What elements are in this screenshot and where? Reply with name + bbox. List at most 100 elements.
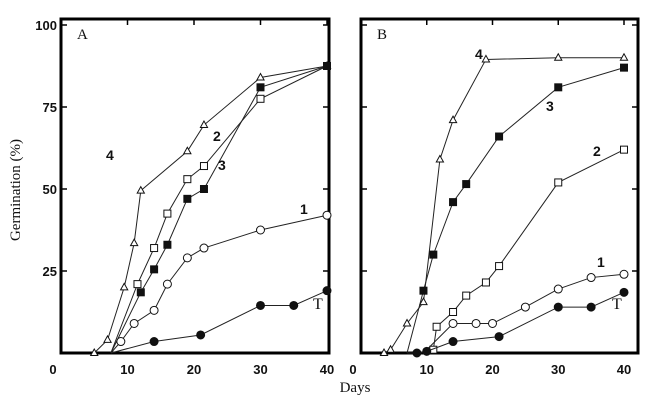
series-4: 4	[379, 46, 629, 356]
triangle-marker	[136, 185, 146, 194]
x-tick-label: 20	[187, 362, 201, 377]
triangle-marker	[386, 344, 396, 353]
circle-marker	[553, 284, 563, 294]
circle-marker	[116, 337, 126, 347]
square-marker	[150, 244, 159, 253]
square-marker	[462, 180, 471, 189]
circle-marker	[619, 287, 629, 297]
square-marker	[419, 286, 428, 295]
y-tick-label: 75	[43, 100, 57, 115]
circle-marker	[129, 318, 139, 328]
series-label: 2	[213, 128, 221, 144]
circle-marker	[412, 348, 422, 358]
square-marker	[554, 83, 563, 92]
circle-marker	[256, 225, 265, 235]
series-2: 2	[110, 62, 331, 354]
square-marker	[199, 185, 208, 193]
circle-marker	[494, 332, 504, 342]
circle-marker	[149, 337, 159, 347]
circle-marker	[196, 330, 206, 340]
square-marker	[163, 209, 172, 218]
circle-marker	[520, 302, 530, 312]
series-label: T	[612, 296, 622, 313]
circle-marker	[619, 269, 629, 279]
circle-marker	[322, 210, 332, 220]
series-label: 3	[218, 157, 226, 173]
series-t: T	[110, 286, 332, 354]
x-tick-label: 10	[420, 362, 434, 377]
circle-marker	[182, 253, 192, 263]
triangle-marker	[448, 115, 458, 124]
circle-marker	[149, 305, 159, 315]
series-t: T	[407, 287, 629, 358]
triangle-marker	[119, 282, 129, 291]
series-label: T	[313, 296, 323, 313]
circle-marker	[322, 286, 332, 296]
series-3: 3	[110, 62, 331, 354]
series-1: 1	[423, 254, 629, 354]
square-marker	[432, 322, 441, 331]
panel-b: 0 10 20 30 40 B 4 3 2 1 T	[349, 17, 640, 377]
circle-marker	[471, 318, 481, 328]
series-label: 1	[597, 254, 605, 270]
series-label: 3	[546, 98, 554, 114]
circle-marker	[448, 318, 458, 328]
square-marker	[429, 250, 438, 259]
square-marker	[133, 280, 142, 289]
square-marker	[449, 198, 458, 207]
x-tick-label: 40	[617, 362, 631, 377]
x-tick-label: 30	[551, 362, 565, 377]
square-marker	[136, 288, 145, 297]
square-marker	[256, 94, 265, 103]
circle-marker	[553, 302, 563, 312]
x-tick-label: 20	[485, 362, 499, 377]
square-marker	[462, 291, 471, 300]
square-marker	[199, 162, 208, 171]
series-label: 1	[300, 201, 308, 217]
y-tick-label: 25	[43, 264, 57, 279]
x-tick-label: 0	[49, 362, 56, 377]
x-tick-label: 0	[349, 362, 356, 377]
series-label: 4	[475, 46, 483, 62]
triangle-marker	[402, 318, 412, 327]
y-tick-label: 50	[43, 182, 57, 197]
circle-marker	[586, 302, 596, 312]
square-marker	[183, 194, 192, 203]
square-marker	[481, 278, 490, 287]
y-axis-title: Germination (%)	[8, 139, 24, 241]
x-tick-label: 30	[253, 362, 267, 377]
series-2: 2	[423, 143, 628, 354]
square-marker	[495, 262, 504, 271]
square-marker	[620, 145, 628, 154]
triangle-marker	[89, 347, 99, 356]
square-marker	[183, 175, 192, 184]
circle-marker	[448, 337, 458, 347]
triangle-marker	[619, 52, 629, 61]
panel-label: A	[77, 27, 88, 43]
circle-marker	[586, 273, 596, 283]
x-axis-title: Days	[340, 380, 371, 396]
x-tick-label: 40	[320, 362, 334, 377]
triangle-marker	[553, 52, 563, 61]
circle-marker	[488, 318, 497, 328]
series-1: 1	[110, 201, 332, 354]
y-tick-label: 100	[35, 18, 57, 33]
triangle-marker	[182, 146, 192, 155]
square-marker	[449, 308, 458, 316]
series-label: 4	[106, 147, 114, 163]
panel-label: B	[377, 27, 387, 43]
triangle-marker	[199, 120, 209, 129]
circle-marker	[199, 243, 209, 253]
square-marker	[323, 62, 331, 70]
series-4: 4	[89, 60, 332, 356]
panel-a: 25 50 75 100 0 10 20 30 40 A 4 2 3 1 T	[35, 17, 334, 377]
series-3: 3	[406, 63, 628, 354]
square-marker	[163, 240, 172, 249]
triangle-marker	[256, 72, 265, 81]
triangle-marker	[419, 297, 428, 306]
triangle-marker	[435, 154, 445, 163]
square-marker	[256, 83, 265, 92]
circle-marker	[422, 346, 432, 356]
triangle-marker	[129, 238, 139, 247]
